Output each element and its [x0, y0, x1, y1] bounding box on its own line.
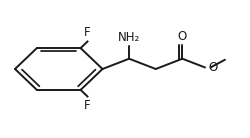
Text: O: O: [208, 61, 217, 74]
Text: NH₂: NH₂: [118, 31, 140, 44]
Text: F: F: [84, 26, 91, 39]
Text: O: O: [178, 30, 187, 43]
Text: F: F: [84, 99, 91, 112]
